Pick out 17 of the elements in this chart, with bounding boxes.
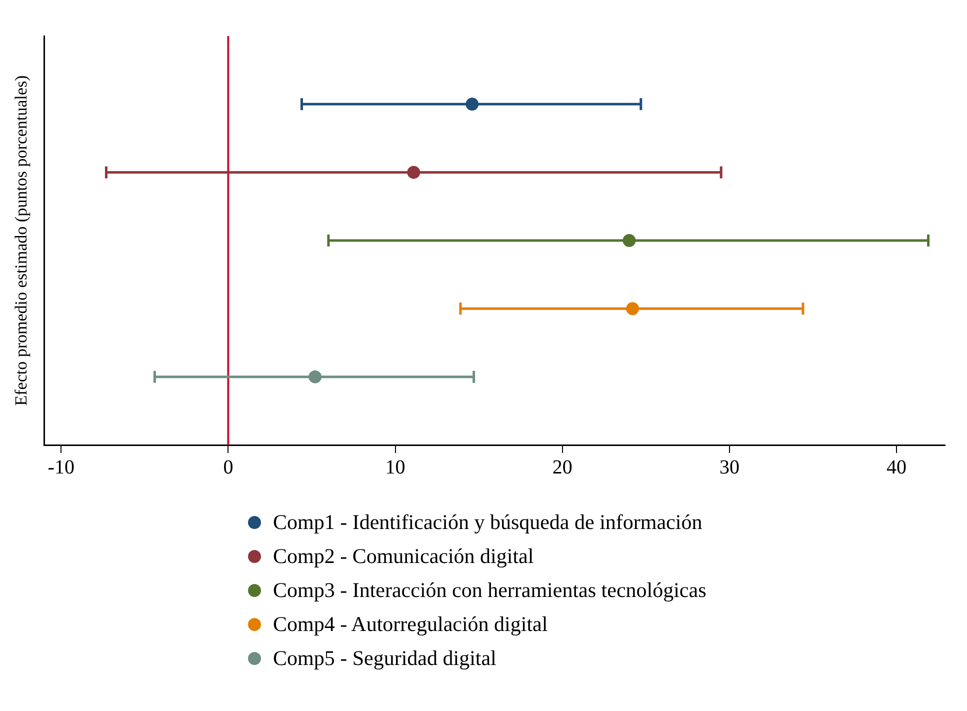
x-tick-label: 40 [886, 456, 907, 478]
x-tick-label: 10 [385, 456, 406, 478]
point [466, 98, 479, 111]
x-tick-label: 30 [719, 456, 740, 478]
legend-label: Comp4 - Autorregulación digital [273, 612, 548, 636]
legend-label: Comp3 - Interacción con herramientas tecnológicas [273, 578, 706, 602]
x-tick-label: 20 [552, 456, 572, 478]
x-tick-label: -10 [48, 456, 74, 478]
point [407, 166, 420, 179]
point [626, 302, 640, 316]
legend-label: Comp1 - Identificación y búsqueda de información [273, 510, 702, 534]
point [308, 370, 322, 384]
point [622, 234, 636, 247]
legend-label: Comp5 - Seguridad digital [273, 646, 496, 670]
legend-label: Comp2 - Comunicación digital [273, 544, 534, 568]
x-tick-label: 0 [223, 456, 234, 478]
y-axis-title: Efecto promedio estimado (puntos porcentuales) [12, 75, 31, 406]
